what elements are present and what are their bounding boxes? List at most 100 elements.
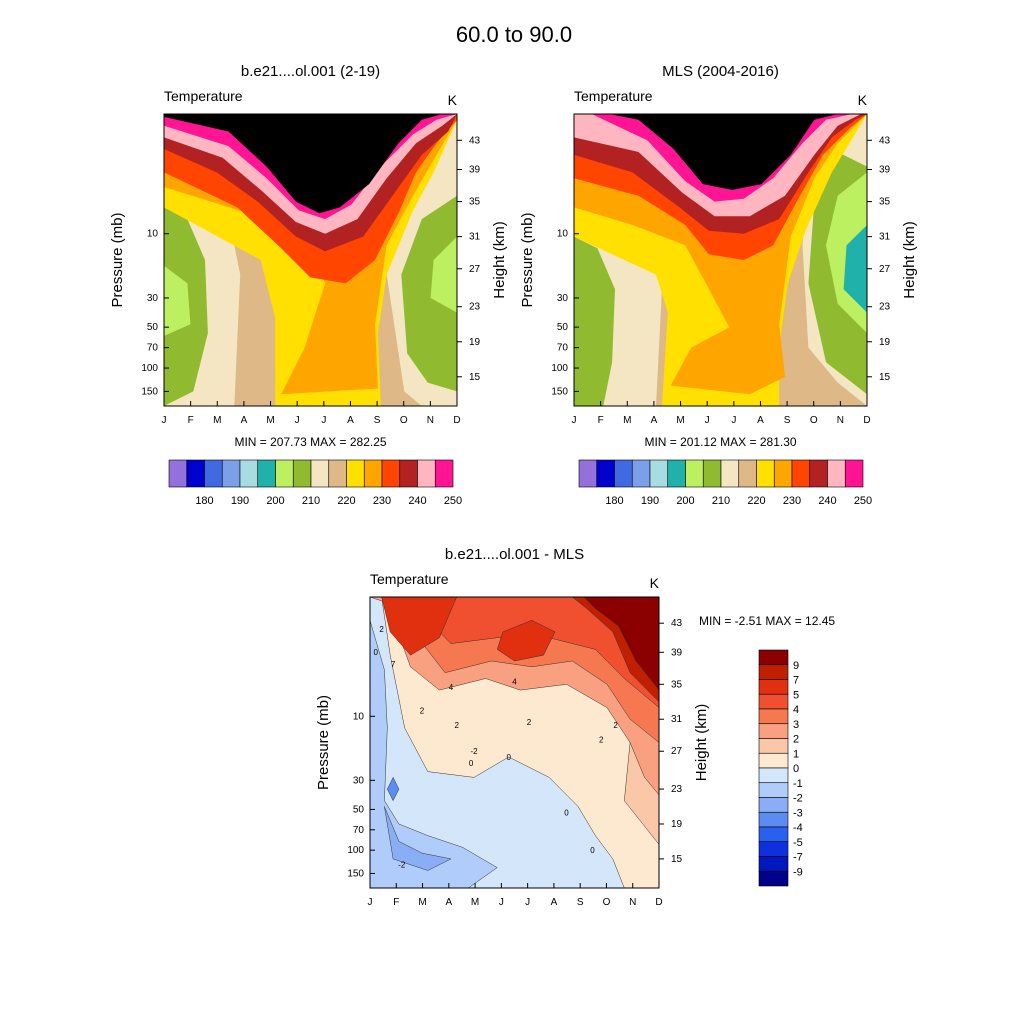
x-tick-label: J xyxy=(162,415,167,426)
x-tick-label: A xyxy=(651,415,658,426)
colorbar-label: -9 xyxy=(793,866,803,878)
y-tick-label: 100 xyxy=(141,363,158,374)
colorbar-label: 240 xyxy=(408,495,426,507)
contour-label: 2 xyxy=(420,706,425,715)
x-tick-label: D xyxy=(453,415,460,426)
contour-label: -2 xyxy=(398,861,406,870)
variable-label: Temperature xyxy=(574,88,653,104)
colorbar-label: 210 xyxy=(302,495,320,507)
colorbar-swatch xyxy=(186,459,205,488)
x-tick-label: N xyxy=(837,415,844,426)
colorbar-label: 180 xyxy=(195,495,213,507)
y-tick-label: 150 xyxy=(141,386,158,397)
colorbar-label: 230 xyxy=(783,495,801,507)
height-tick-label: 27 xyxy=(671,746,683,757)
x-tick-label: J xyxy=(731,415,736,426)
colorbar-label: 210 xyxy=(712,495,730,507)
height-tick-label: 27 xyxy=(879,264,891,275)
colorbar-swatch xyxy=(758,841,789,857)
x-tick-label: M xyxy=(266,415,274,426)
colorbar-swatch xyxy=(702,459,722,488)
contour-label: 0 xyxy=(590,846,595,855)
x-tick-label: J xyxy=(499,897,504,908)
x-tick-label: M xyxy=(471,897,479,908)
colorbar-label: -1 xyxy=(793,778,803,790)
y-tick-label: 50 xyxy=(147,322,159,333)
height-tick-label: 35 xyxy=(671,679,683,690)
contour-band xyxy=(384,806,452,871)
colorbar-label: 250 xyxy=(444,495,462,507)
colorbar-label: -7 xyxy=(793,852,803,864)
x-tick-label: J xyxy=(525,897,530,908)
x-tick-label: N xyxy=(427,415,434,426)
colorbar-swatch xyxy=(758,679,789,695)
y-tick-label: 30 xyxy=(147,293,159,304)
colorbar-swatch xyxy=(204,459,223,488)
colorbar-label: 9 xyxy=(793,660,799,672)
units-label: K xyxy=(858,92,868,108)
colorbar-label: 240 xyxy=(818,495,836,507)
x-tick-label: A xyxy=(347,415,354,426)
colorbar-label: -5 xyxy=(793,837,803,849)
height-tick-label: 35 xyxy=(879,197,891,208)
colorbar-label: 230 xyxy=(373,495,391,507)
contour-label: 2 xyxy=(599,736,604,745)
colorbar-swatch xyxy=(773,459,793,488)
colorbar-swatch xyxy=(758,856,789,872)
height-tick-label: 23 xyxy=(671,784,683,795)
x-tick-label: O xyxy=(810,415,818,426)
y-axis-label: Pressure (mb) xyxy=(519,212,536,307)
colorbar: 180 190 200 210 220 230 240 250 xyxy=(168,459,462,507)
y-tick-label: 100 xyxy=(347,845,364,856)
x-tick-label: D xyxy=(655,897,662,908)
height-tick-label: 23 xyxy=(469,302,481,313)
x-tick-label: J xyxy=(705,415,710,426)
figure-title: 60.0 to 90.0 xyxy=(456,22,572,47)
y-tick-label: 10 xyxy=(557,229,569,240)
x-tick-label: F xyxy=(188,415,194,426)
height-tick-label: 19 xyxy=(671,819,683,830)
colorbar-swatch xyxy=(758,708,789,725)
y-tick-label: 10 xyxy=(147,229,159,240)
x-tick-label: F xyxy=(598,415,604,426)
panel-1: b.e21....ol.001 (2-19) Temperature K J F M A M J… xyxy=(109,63,508,507)
contour-band xyxy=(370,620,498,888)
variable-label: Temperature xyxy=(164,88,243,104)
colorbar-swatch xyxy=(381,459,401,488)
x-tick-label: N xyxy=(629,897,636,908)
colorbar-swatch xyxy=(758,693,789,710)
colorbar-swatch xyxy=(758,738,789,754)
contour-bands xyxy=(164,114,457,406)
contour-bands xyxy=(370,597,659,888)
contour-label: 2 xyxy=(527,718,532,727)
contour-band xyxy=(178,114,413,202)
y-tick-label: 150 xyxy=(551,386,568,397)
colorbar-swatch xyxy=(221,459,241,488)
contour-band xyxy=(583,597,659,691)
colorbar-label: -2 xyxy=(793,793,803,805)
contour-label: 2 xyxy=(379,625,384,634)
colorbar-label: 190 xyxy=(231,495,249,507)
y-tick-label: 70 xyxy=(147,343,159,354)
colorbar-swatch xyxy=(758,811,789,828)
colorbar-label: 220 xyxy=(747,495,765,507)
colorbar-swatch xyxy=(758,782,789,798)
height-tick-label: 23 xyxy=(879,302,891,313)
colorbar-swatch xyxy=(758,664,789,680)
height-tick-label: 39 xyxy=(469,164,481,175)
y-tick-label: 50 xyxy=(353,804,365,815)
height-tick-label: 43 xyxy=(469,135,481,146)
plot-frame xyxy=(573,113,868,407)
contour-label: 7 xyxy=(391,660,396,669)
units-label: K xyxy=(448,92,458,108)
colorbar-swatch xyxy=(578,459,598,488)
y-axis-label-right: Height (km) xyxy=(491,221,508,299)
colorbar-swatch xyxy=(720,459,740,488)
colorbar-swatch xyxy=(168,459,188,488)
x-tick-label: M xyxy=(213,415,221,426)
height-tick-label: 43 xyxy=(879,135,891,146)
contour-label: 4 xyxy=(512,677,517,686)
y-tick-label: 10 xyxy=(353,711,365,722)
